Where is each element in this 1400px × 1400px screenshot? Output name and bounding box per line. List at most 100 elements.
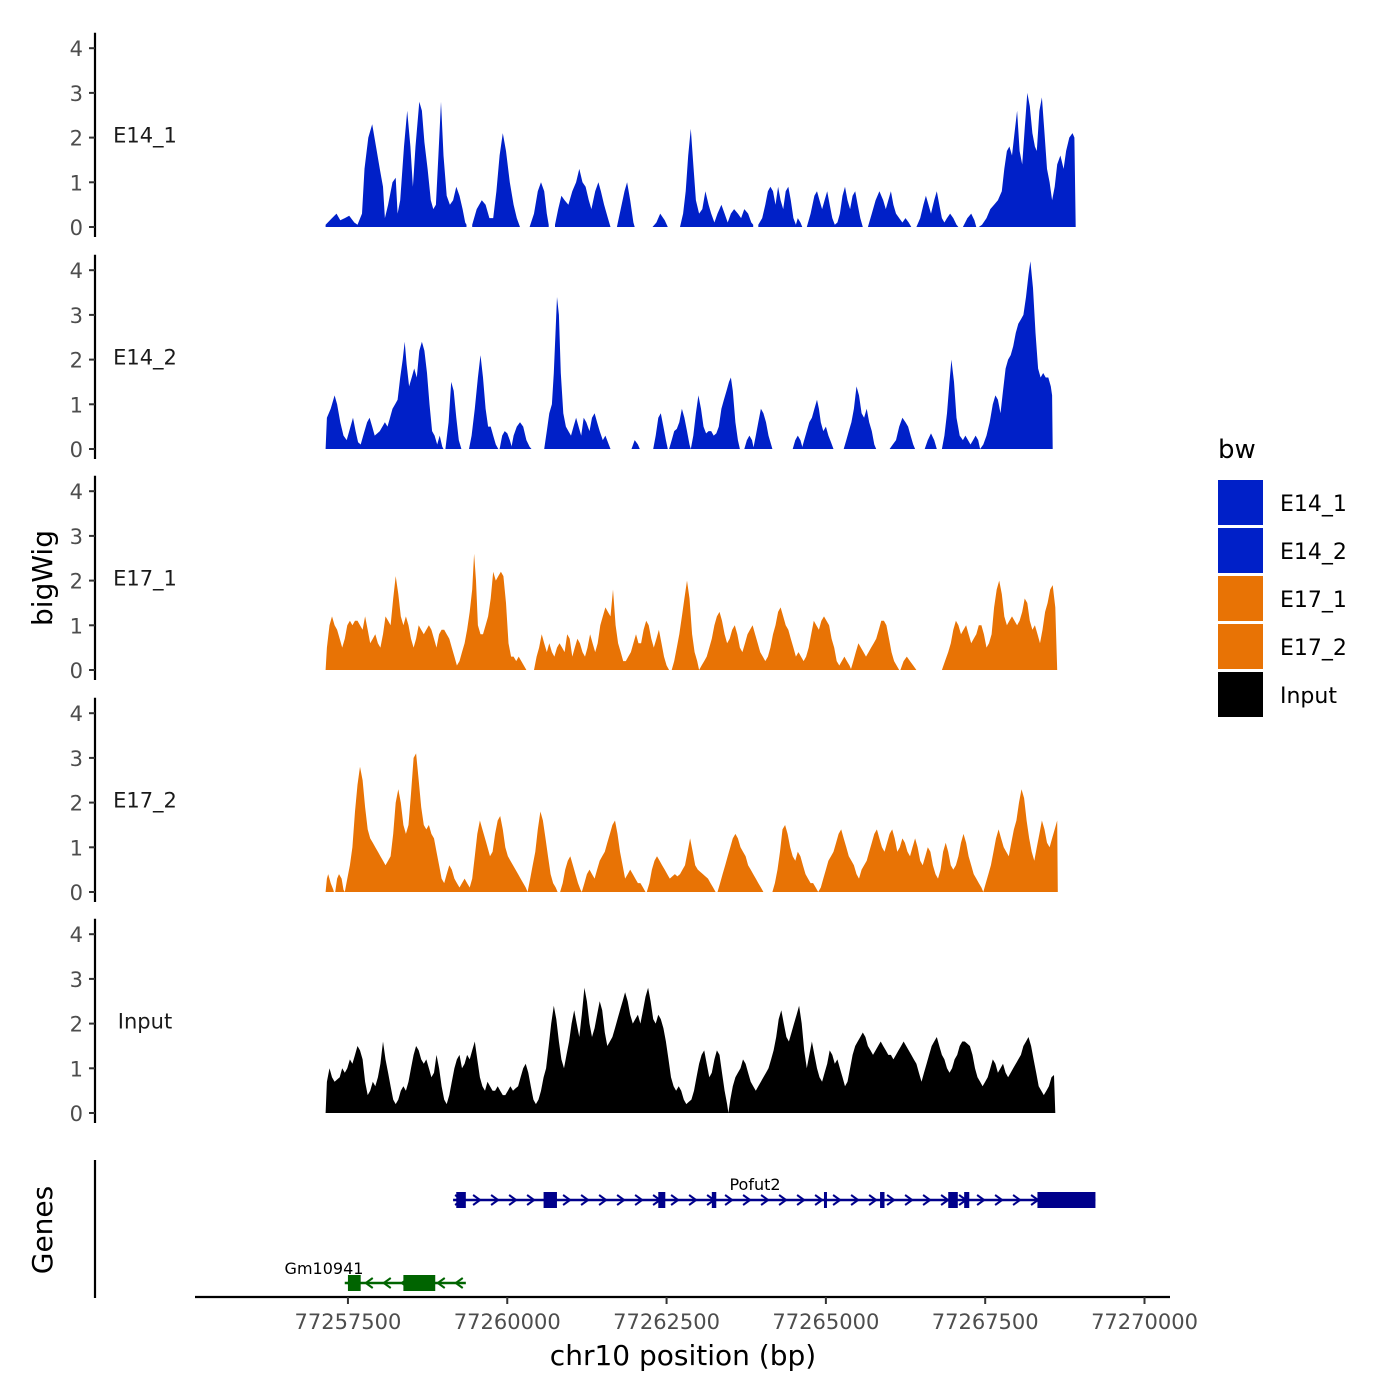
signal-area-E14_1	[806, 186, 863, 227]
signal-area-E17_2	[646, 838, 716, 892]
y-tick-label: 2	[70, 349, 83, 373]
signal-area-E14_1	[758, 186, 803, 227]
signal-area-Input	[325, 987, 1056, 1113]
y-tick-label: 2	[70, 570, 83, 594]
strand-arrow	[886, 1194, 896, 1206]
gene-exon	[403, 1275, 436, 1291]
strand-arrow	[562, 1194, 572, 1206]
gene-exon	[658, 1192, 666, 1208]
signal-area-E17_1	[671, 580, 700, 670]
strand-arrow	[868, 1194, 878, 1206]
y-tick-label: 1	[70, 614, 83, 638]
gene-exon	[880, 1192, 885, 1208]
signal-area-E17_2	[344, 753, 528, 892]
x-tick-label: 77270000	[1091, 1310, 1198, 1334]
gene-exon	[964, 1192, 970, 1208]
x-tick-label: 77257500	[294, 1310, 401, 1334]
track-label: E17_2	[113, 788, 177, 813]
strand-arrow	[526, 1194, 536, 1206]
x-axis-title: chr10 position (bp)	[550, 1339, 816, 1372]
signal-area-E14_2	[941, 359, 981, 449]
signal-area-E14_2	[889, 417, 916, 449]
y-tick-label: 4	[70, 259, 83, 283]
y-tick-label: 4	[70, 702, 83, 726]
strand-arrow	[490, 1194, 500, 1206]
y-tick-label: 2	[70, 127, 83, 151]
strand-arrow	[616, 1194, 626, 1206]
signal-area-E17_1	[850, 620, 900, 670]
signal-area-E17_2	[527, 811, 558, 892]
signal-area-E17_2	[325, 874, 334, 892]
signal-area-E17_2	[581, 820, 646, 892]
gene-exon	[948, 1192, 958, 1208]
strand-arrow	[670, 1194, 680, 1206]
signal-area-E14_2	[792, 435, 803, 449]
y-tick-label: 0	[70, 659, 83, 683]
strand-arrow	[580, 1194, 590, 1206]
signal-area-E14_2	[445, 381, 462, 449]
strand-arrow	[472, 1194, 482, 1206]
track-label: Input	[118, 1009, 172, 1033]
strand-arrow	[508, 1194, 518, 1206]
y-tick-label: 2	[70, 792, 83, 816]
track-label: E14_2	[113, 345, 177, 370]
legend: bw E14_1 E14_2 E17_1 E17_2 Input	[1218, 435, 1347, 717]
strand-arrow	[796, 1194, 806, 1206]
signal-area-E14_1	[978, 92, 1076, 228]
signal-area-E14_1	[616, 182, 635, 227]
signal-area-E14_1	[652, 213, 668, 227]
y-tick-label: 0	[70, 1102, 83, 1126]
y-tick-label: 3	[70, 525, 83, 549]
gene-exon	[823, 1192, 827, 1208]
signal-area-E17_2	[560, 856, 582, 892]
signal-area-E14_2	[669, 408, 691, 449]
signal-area-E17_1	[325, 553, 527, 670]
y-axis-title: bigWig	[26, 530, 59, 626]
track-Input: 0 1 2 3 4 Input	[70, 918, 1056, 1126]
strand-arrow	[814, 1194, 824, 1206]
signal-area-E14_2	[325, 341, 444, 449]
signal-area-E14_2	[744, 435, 754, 449]
track-E17_1: 0 1 2 3 4 E17_1	[70, 475, 1058, 683]
strand-arrow	[760, 1194, 770, 1206]
strand-arrow	[724, 1194, 734, 1206]
signal-area-E14_1	[867, 191, 912, 227]
gene-exon	[456, 1192, 466, 1208]
strand-arrow	[634, 1194, 644, 1206]
signal-area-E14_2	[469, 355, 499, 449]
strand-arrow	[976, 1194, 986, 1206]
y-tick-label: 4	[70, 37, 83, 61]
signal-area-E14_2	[843, 386, 877, 449]
gene-exon	[347, 1275, 361, 1291]
strand-arrow	[364, 1277, 374, 1289]
signal-area-E17_2	[717, 833, 764, 892]
legend-key-Input	[1218, 672, 1263, 717]
signal-area-E14_2	[753, 408, 773, 449]
legend-key-E17_1	[1218, 576, 1263, 621]
signal-area-E17_1	[534, 589, 670, 670]
signal-area-E14_2	[924, 433, 937, 449]
x-tick-label: 77265000	[772, 1310, 879, 1334]
track-label: E17_1	[113, 566, 177, 591]
y-tick-label: 0	[70, 216, 83, 240]
signal-area-E14_2	[631, 440, 640, 449]
signal-area-E14_1	[962, 213, 977, 227]
signal-area-E14_1	[916, 191, 959, 227]
gene-label: Gm10941	[285, 1259, 364, 1278]
signal-area-E14_1	[680, 128, 754, 227]
gene-Pofut2: Pofut2	[453, 1175, 1096, 1208]
strand-arrow	[922, 1194, 932, 1206]
signal-area-E14_1	[529, 182, 549, 227]
track-label: E14_1	[113, 123, 177, 148]
y-tick-label: 3	[70, 304, 83, 328]
signal-area-E14_1	[555, 168, 611, 227]
genes-panel: Pofut2 Gm10941	[93, 1160, 1096, 1298]
signal-area-E14_2	[690, 377, 740, 449]
y-tick-label: 4	[70, 923, 83, 947]
track-E17_2: 0 1 2 3 4 E17_2	[70, 697, 1058, 905]
legend-key-E17_2	[1218, 624, 1263, 669]
signal-area-E14_2	[653, 413, 668, 449]
legend-label: E17_2	[1280, 636, 1347, 661]
signal-area-E14_2	[801, 399, 834, 449]
strand-arrow	[436, 1277, 446, 1289]
